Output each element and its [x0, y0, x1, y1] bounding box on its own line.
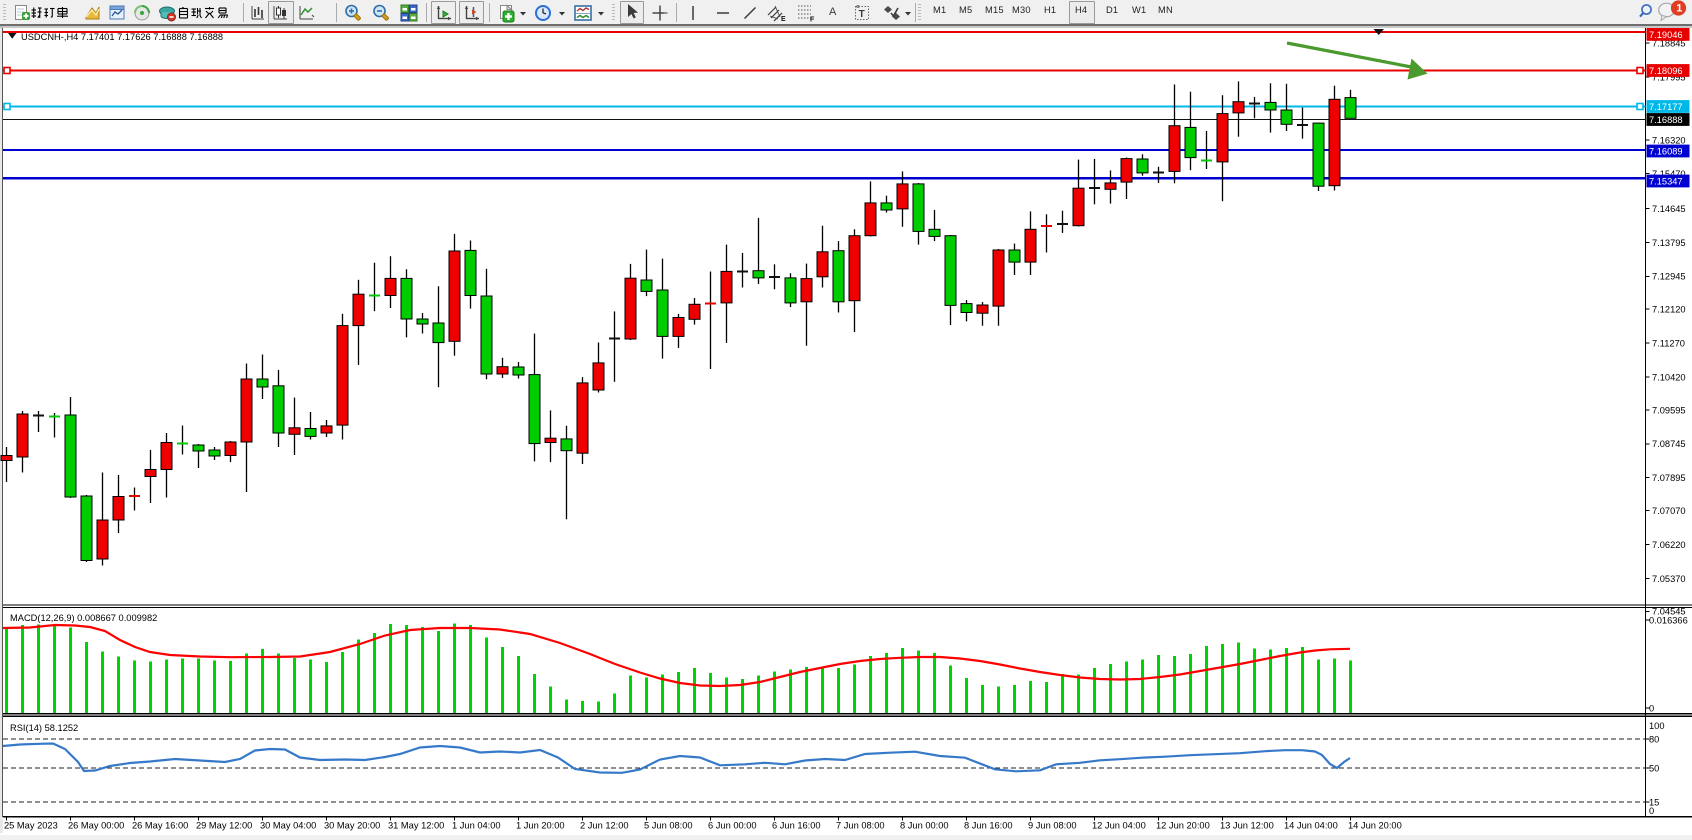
svg-text:8 Jun 00:00: 8 Jun 00:00 [900, 821, 949, 831]
svg-text:T: T [859, 9, 865, 20]
svg-text:7.11270: 7.11270 [1652, 339, 1685, 349]
svg-text:7.18845: 7.18845 [1652, 38, 1686, 48]
svg-text:14 Jun 04:00: 14 Jun 04:00 [1284, 821, 1338, 831]
svg-text:30 May 20:00: 30 May 20:00 [324, 821, 380, 831]
svg-text:15: 15 [1649, 797, 1659, 807]
svg-text:12 Jun 04:00: 12 Jun 04:00 [1092, 821, 1146, 831]
svg-text:7.15470: 7.15470 [1652, 169, 1686, 179]
svg-text:0.016366: 0.016366 [1649, 615, 1688, 625]
svg-text:7 Jun 08:00: 7 Jun 08:00 [836, 821, 885, 831]
svg-text:29 May 12:00: 29 May 12:00 [196, 821, 252, 831]
svg-text:7.17177: 7.17177 [1649, 102, 1683, 112]
svg-text:7.12120: 7.12120 [1652, 305, 1686, 315]
svg-text:6 Jun 00:00: 6 Jun 00:00 [708, 821, 757, 831]
svg-text:RSI(14) 58.1252: RSI(14) 58.1252 [10, 723, 78, 733]
svg-text:0: 0 [1649, 703, 1654, 713]
svg-text:5 Jun 08:00: 5 Jun 08:00 [644, 821, 693, 831]
svg-text:100: 100 [1649, 721, 1665, 731]
svg-text:8 Jun 16:00: 8 Jun 16:00 [964, 821, 1013, 831]
svg-text:7.13795: 7.13795 [1652, 238, 1686, 248]
svg-text:7.19046: 7.19046 [1649, 30, 1683, 40]
svg-text:9 Jun 08:00: 9 Jun 08:00 [1028, 821, 1077, 831]
svg-text:7.12945: 7.12945 [1652, 272, 1686, 282]
svg-text:7.14645: 7.14645 [1652, 204, 1686, 214]
svg-text:13 Jun 12:00: 13 Jun 12:00 [1220, 821, 1274, 831]
svg-text:30 May 04:00: 30 May 04:00 [260, 821, 316, 831]
svg-text:12 Jun 20:00: 12 Jun 20:00 [1156, 821, 1210, 831]
svg-text:7.09595: 7.09595 [1652, 405, 1686, 415]
svg-text:7.16320: 7.16320 [1652, 135, 1686, 145]
svg-text:7.18096: 7.18096 [1649, 66, 1683, 76]
svg-text:7.05370: 7.05370 [1652, 574, 1686, 584]
svg-text:6 Jun 16:00: 6 Jun 16:00 [772, 821, 821, 831]
svg-text:MACD(12,26,9) 0.008667 0.00998: MACD(12,26,9) 0.008667 0.009982 [10, 613, 157, 623]
svg-text:7.07895: 7.07895 [1652, 473, 1686, 483]
svg-text:E: E [781, 16, 786, 23]
svg-text:26 May 16:00: 26 May 16:00 [132, 821, 188, 831]
svg-text:2 Jun 12:00: 2 Jun 12:00 [580, 821, 629, 831]
svg-text:F: F [810, 17, 815, 24]
svg-text:25 May 2023: 25 May 2023 [4, 821, 58, 831]
svg-text:26 May 00:00: 26 May 00:00 [68, 821, 124, 831]
svg-text:80: 80 [1649, 734, 1659, 744]
svg-text:7.08745: 7.08745 [1652, 439, 1686, 449]
svg-text:7.17995: 7.17995 [1652, 72, 1686, 82]
svg-text:7.04545: 7.04545 [1652, 607, 1686, 617]
svg-text:1 Jun 20:00: 1 Jun 20:00 [516, 821, 565, 831]
svg-text:1 Jun 04:00: 1 Jun 04:00 [452, 821, 501, 831]
svg-text:14 Jun 20:00: 14 Jun 20:00 [1348, 821, 1402, 831]
svg-text:7.16888: 7.16888 [1649, 115, 1683, 125]
svg-text:USDCNH-,H4 7.17401 7.17626 7.: USDCNH-,H4 7.17401 7.17626 7.16888 7.168… [21, 32, 223, 42]
svg-text:50: 50 [1649, 763, 1659, 773]
svg-text:7.06220: 7.06220 [1652, 540, 1686, 550]
svg-text:0: 0 [1649, 806, 1654, 816]
svg-text:7.07070: 7.07070 [1652, 506, 1686, 516]
svg-text:7.10420: 7.10420 [1652, 372, 1686, 382]
svg-text:7.15347: 7.15347 [1649, 177, 1683, 187]
svg-text:1: 1 [1676, 3, 1682, 15]
svg-text:31 May 12:00: 31 May 12:00 [388, 821, 444, 831]
svg-text:7.16089: 7.16089 [1649, 147, 1683, 157]
